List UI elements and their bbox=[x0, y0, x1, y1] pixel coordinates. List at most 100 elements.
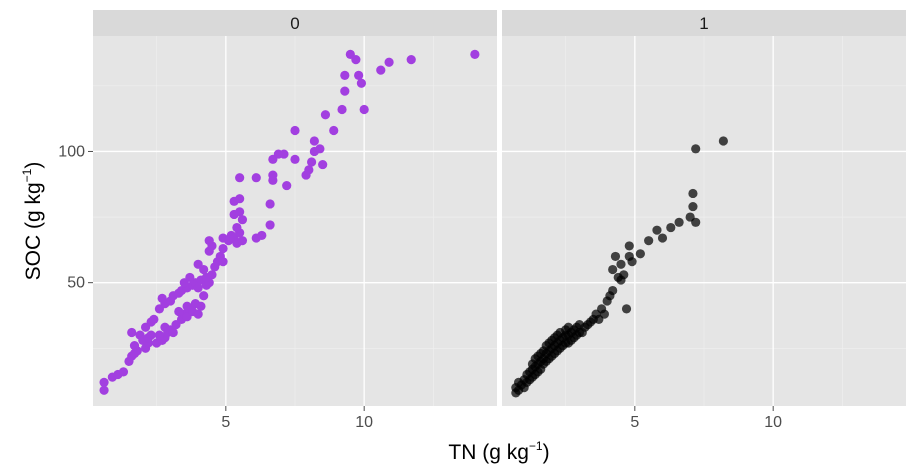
data-point bbox=[599, 309, 609, 319]
data-point bbox=[99, 385, 109, 395]
data-point bbox=[174, 306, 184, 317]
data-point bbox=[146, 330, 156, 340]
data-point bbox=[356, 78, 367, 88]
panel-1-points bbox=[511, 136, 728, 398]
data-point bbox=[290, 154, 300, 164]
data-point bbox=[354, 70, 364, 80]
x-axis-title-sup: −1 bbox=[529, 439, 543, 453]
x-tick-label: 5 bbox=[630, 414, 639, 431]
y-axis-ticks: 50 100 bbox=[58, 143, 93, 292]
data-point bbox=[235, 207, 245, 217]
data-point bbox=[329, 125, 339, 136]
facet-panel-1: 1 bbox=[502, 10, 906, 406]
data-point bbox=[621, 304, 632, 314]
data-point bbox=[193, 259, 203, 269]
data-point bbox=[627, 257, 637, 267]
data-point bbox=[193, 283, 203, 293]
y-axis-title: SOC (g kg−1) bbox=[20, 162, 45, 281]
panel-0-points bbox=[99, 49, 480, 395]
x-axis-title-main: TN (g kg bbox=[448, 441, 529, 464]
data-point bbox=[279, 149, 289, 159]
data-point bbox=[688, 188, 698, 199]
data-point bbox=[199, 291, 209, 301]
data-point bbox=[218, 243, 228, 254]
data-point bbox=[337, 104, 347, 115]
data-point bbox=[265, 220, 275, 230]
data-point bbox=[149, 314, 159, 325]
data-point bbox=[257, 230, 267, 241]
data-point bbox=[318, 159, 328, 170]
y-tick-label: 100 bbox=[58, 143, 85, 160]
data-point bbox=[232, 222, 242, 233]
data-point bbox=[351, 55, 361, 65]
x-axis-ticks: 5 10 5 10 bbox=[221, 406, 782, 431]
data-point bbox=[691, 144, 701, 154]
data-point bbox=[376, 65, 386, 75]
data-point bbox=[118, 367, 129, 377]
data-point bbox=[691, 217, 701, 227]
data-point bbox=[320, 110, 331, 120]
data-point bbox=[168, 327, 178, 338]
data-point bbox=[307, 157, 317, 167]
y-axis-title-main: SOC (g kg bbox=[22, 182, 45, 280]
data-point bbox=[235, 173, 245, 183]
strip-0-background bbox=[93, 10, 497, 36]
data-point bbox=[237, 215, 248, 225]
data-point bbox=[235, 194, 245, 204]
strip-0-label: 0 bbox=[290, 14, 299, 33]
data-point bbox=[652, 225, 662, 235]
data-point bbox=[99, 377, 109, 387]
y-tick-label: 50 bbox=[67, 275, 85, 292]
data-point bbox=[157, 293, 167, 304]
x-axis-title-end: ) bbox=[543, 441, 550, 464]
data-point bbox=[624, 241, 634, 251]
data-point bbox=[384, 57, 394, 67]
x-axis-title: TN (g kg−1) bbox=[448, 439, 549, 464]
data-point bbox=[470, 49, 480, 59]
y-axis-title-end: ) bbox=[22, 162, 45, 169]
data-point bbox=[304, 165, 314, 175]
data-point bbox=[282, 180, 292, 191]
data-point bbox=[608, 264, 618, 275]
data-point bbox=[610, 251, 621, 262]
data-point bbox=[406, 55, 416, 65]
data-point bbox=[619, 270, 629, 280]
data-point bbox=[718, 136, 728, 146]
data-point bbox=[608, 285, 618, 296]
data-point bbox=[290, 125, 300, 136]
strip-1-label: 1 bbox=[699, 14, 708, 33]
data-point bbox=[204, 236, 214, 246]
data-point bbox=[635, 249, 645, 259]
data-point bbox=[657, 233, 668, 243]
data-point bbox=[666, 222, 676, 233]
data-point bbox=[193, 309, 203, 319]
data-point bbox=[127, 327, 137, 338]
data-point bbox=[237, 236, 248, 246]
data-point bbox=[309, 136, 319, 146]
x-tick-label: 5 bbox=[221, 414, 230, 431]
x-tick-label: 10 bbox=[355, 414, 373, 431]
data-point bbox=[154, 330, 165, 340]
data-point bbox=[315, 144, 325, 154]
data-point bbox=[129, 341, 140, 351]
strip-1-background bbox=[502, 10, 906, 36]
data-point bbox=[265, 199, 275, 209]
data-point bbox=[359, 104, 369, 115]
data-point bbox=[674, 217, 684, 227]
data-point bbox=[251, 173, 261, 183]
panel-1-gridlines bbox=[502, 36, 906, 406]
data-point bbox=[644, 236, 654, 246]
x-tick-label: 10 bbox=[764, 414, 782, 431]
data-point bbox=[688, 201, 698, 212]
data-point bbox=[218, 257, 228, 267]
facet-panel-0: 0 bbox=[93, 10, 497, 406]
data-point bbox=[340, 70, 350, 80]
data-point bbox=[196, 301, 206, 311]
data-point bbox=[616, 259, 626, 269]
data-point bbox=[340, 86, 350, 96]
data-point bbox=[207, 270, 217, 280]
data-point bbox=[268, 170, 278, 180]
y-axis-title-sup: −1 bbox=[20, 168, 34, 182]
data-point bbox=[185, 272, 195, 283]
